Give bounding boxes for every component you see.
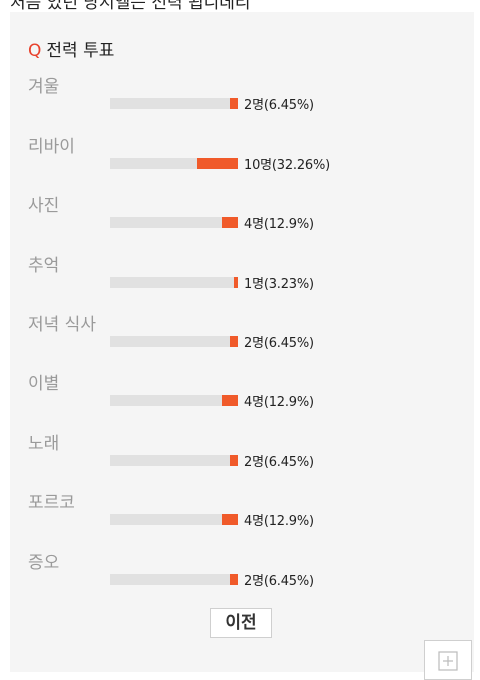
poll-option[interactable]: 추억 1명(3.23%) [10, 251, 474, 301]
option-result: 4명(12.9%) [244, 395, 314, 410]
poll-option[interactable]: 포르코 4명(12.9%) [10, 488, 474, 538]
option-result: 1명(3.23%) [244, 277, 314, 292]
poll-card: Q 전력 투표 겨울 2명(6.45%) 리바이 10명(32.26%) 사진 4… [10, 12, 474, 672]
option-label: 리바이 [28, 137, 75, 157]
poll-question: Q 전력 투표 [28, 36, 114, 61]
result-bar-fill [221, 514, 238, 525]
option-label: 이별 [28, 374, 60, 394]
result-bar-track [110, 217, 238, 228]
option-result: 2명(6.45%) [244, 455, 314, 470]
poll-option[interactable]: 증오 2명(6.45%) [10, 548, 474, 598]
result-bar-fill [229, 336, 238, 347]
option-label: 겨울 [28, 77, 60, 97]
result-bar-fill [233, 277, 238, 288]
option-label: 증오 [28, 553, 60, 573]
option-result: 10명(32.26%) [244, 158, 331, 173]
question-marker: Q [28, 41, 42, 61]
result-bar-fill [229, 574, 238, 585]
poll-option[interactable]: 이별 4명(12.9%) [10, 369, 474, 419]
option-result: 2명(6.45%) [244, 336, 314, 351]
option-result: 2명(6.45%) [244, 574, 314, 589]
option-label: 저녁 식사 [28, 315, 96, 335]
result-bar-fill [221, 217, 238, 228]
poll-option[interactable]: 겨울 2명(6.45%) [10, 72, 474, 122]
top-cut-text: 처음 있던 당시엘는 전력 됩니데리 [10, 0, 251, 13]
result-bar-track [110, 514, 238, 525]
option-label: 추억 [28, 256, 60, 276]
poll-option[interactable]: 사진 4명(12.9%) [10, 191, 474, 241]
result-bar-fill [229, 98, 238, 109]
poll-title: 전력 투표 [46, 41, 115, 61]
poll-option[interactable]: 저녁 식사 2명(6.45%) [10, 310, 474, 360]
result-bar-fill [229, 455, 238, 466]
result-bar-track [110, 336, 238, 347]
result-bar-track [110, 158, 238, 169]
result-bar-track [110, 98, 238, 109]
option-result: 2명(6.45%) [244, 98, 314, 113]
result-bar-track [110, 277, 238, 288]
option-result: 4명(12.9%) [244, 514, 314, 529]
add-button[interactable] [424, 640, 472, 680]
poll-option[interactable]: 노래 2명(6.45%) [10, 429, 474, 479]
option-result: 4명(12.9%) [244, 217, 314, 232]
poll-option[interactable]: 리바이 10명(32.26%) [10, 132, 474, 182]
result-bar-track [110, 574, 238, 585]
result-bar-track [110, 395, 238, 406]
option-label: 포르코 [28, 493, 75, 513]
option-label: 노래 [28, 434, 60, 454]
result-bar-track [110, 455, 238, 466]
result-bar-fill [221, 395, 238, 406]
result-bar-fill [196, 158, 238, 169]
option-label: 사진 [28, 196, 60, 216]
prev-button[interactable]: 이전 [210, 608, 272, 638]
